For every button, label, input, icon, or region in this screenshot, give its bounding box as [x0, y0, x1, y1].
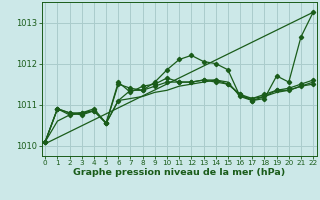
X-axis label: Graphe pression niveau de la mer (hPa): Graphe pression niveau de la mer (hPa) — [73, 168, 285, 177]
